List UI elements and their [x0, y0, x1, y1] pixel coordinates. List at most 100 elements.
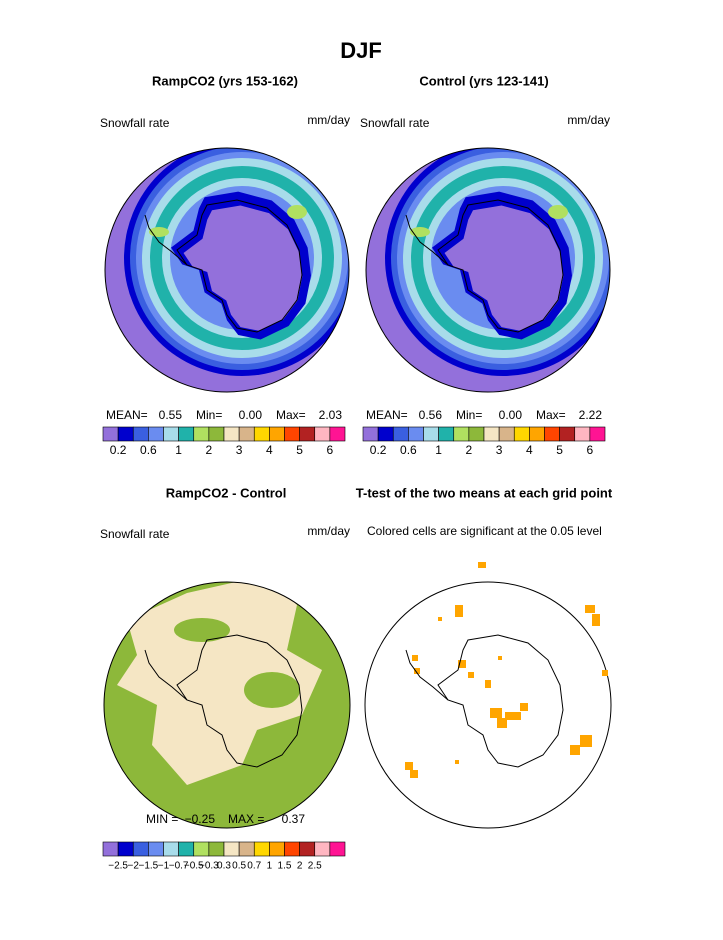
- colorbar-label: 1.5: [278, 861, 292, 872]
- colorbar-box: [529, 426, 545, 442]
- significant-cell: [455, 605, 463, 617]
- units-label: mm/day: [307, 113, 350, 127]
- significant-cell: [602, 670, 608, 676]
- colorbar-box: [178, 426, 195, 442]
- colorbar-box: [408, 426, 424, 442]
- panel-title: T-test of the two means at each grid poi…: [356, 485, 613, 500]
- colorbar-label: 1: [175, 443, 182, 457]
- stat-value: 0.37: [282, 812, 306, 826]
- field-band: [183, 205, 303, 331]
- stat-value: −0.25: [185, 812, 216, 826]
- colorbar-label: 4: [266, 443, 273, 457]
- significant-cell: [414, 668, 420, 674]
- colorbar-box: [468, 426, 485, 442]
- significant-cell: [478, 562, 486, 568]
- significant-cell: [585, 605, 595, 613]
- colorbar-box: [193, 426, 210, 442]
- colorbar-box: [102, 841, 119, 857]
- significant-cell: [485, 680, 491, 688]
- colorbar-box: [589, 426, 606, 442]
- colorbar-box: [329, 841, 346, 857]
- coastline: [144, 214, 188, 266]
- colorbar-box: [544, 426, 560, 442]
- maps: [103, 147, 612, 829]
- units-label: mm/day: [567, 113, 610, 127]
- colorbar-box: [223, 426, 240, 442]
- colorbar-box: [513, 426, 530, 442]
- colorbar-label: −1: [158, 861, 170, 872]
- colorbar-box: [117, 841, 134, 857]
- colorbar-box: [423, 426, 439, 442]
- colorbar-box: [148, 426, 164, 442]
- field-band: [174, 618, 230, 642]
- coastline: [176, 199, 303, 333]
- colorbar-label: 3: [236, 443, 243, 457]
- colorbar-label: 2.5: [308, 861, 322, 872]
- colorbar-box: [574, 426, 591, 442]
- panel-title: RampCO2 (yrs 153-162): [152, 73, 298, 88]
- field-label: Colored cells are significant at the 0.0…: [367, 524, 602, 538]
- stat-value: 2.03: [319, 408, 343, 422]
- colorbar-label: 0.2: [370, 443, 387, 457]
- colorbar-box: [163, 841, 179, 857]
- field-band: [244, 672, 300, 708]
- field-band: [287, 205, 307, 219]
- colorbar-box: [314, 426, 331, 442]
- colorbar-label: 0.5: [232, 861, 246, 872]
- coastline: [144, 649, 188, 701]
- polar-map: [105, 148, 349, 392]
- significant-cell: [455, 760, 459, 764]
- significant-cell: [458, 660, 466, 668]
- field-label: Snowfall rate: [100, 116, 170, 130]
- colorbar-label: 2: [206, 443, 213, 457]
- colorbar-label: 3: [496, 443, 503, 457]
- coastline: [405, 214, 449, 266]
- colorbar-label: −0.5: [184, 861, 204, 872]
- field-band: [444, 205, 564, 331]
- panel-title: RampCO2 - Control: [166, 485, 287, 500]
- stat-value: 0.00: [499, 408, 523, 422]
- colorbar-label: 2: [466, 443, 473, 457]
- significant-cell: [468, 672, 474, 678]
- colorbar-box: [132, 426, 149, 442]
- colorbar-box: [269, 426, 285, 442]
- colorbar-label: 5: [556, 443, 563, 457]
- coastline: [437, 199, 564, 333]
- colorbar-label: 5: [296, 443, 303, 457]
- colorbar-box: [483, 426, 500, 442]
- colorbar-label: −2.5: [108, 861, 128, 872]
- colorbar-box: [362, 426, 379, 442]
- stat-label: MEAN=: [106, 408, 148, 422]
- map-background: [364, 581, 612, 829]
- colorbar-box: [163, 426, 179, 442]
- colorbar-label: 6: [327, 443, 334, 457]
- colorbar-box: [178, 841, 195, 857]
- significant-cell: [520, 703, 528, 711]
- field-label: Snowfall rate: [360, 116, 430, 130]
- colorbar-box: [284, 426, 300, 442]
- colorbar-box: [223, 841, 240, 857]
- colorbar-box: [132, 841, 149, 857]
- colorbar-box: [193, 841, 210, 857]
- coastline: [437, 634, 564, 768]
- colorbar-box: [102, 426, 119, 442]
- colorbar-label: −2: [128, 861, 140, 872]
- colorbar-label: −1.5: [139, 861, 159, 872]
- stat-label: MIN =: [146, 812, 178, 826]
- colorbar-label: 0.2: [110, 443, 127, 457]
- significant-cell: [438, 617, 442, 621]
- colorbar-box: [392, 426, 409, 442]
- coastline: [405, 649, 449, 701]
- stat-label: Max=: [536, 408, 566, 422]
- colorbar-box: [238, 426, 255, 442]
- significant-cell: [505, 712, 521, 720]
- significant-cell: [498, 656, 502, 660]
- stat-label: Min=: [196, 408, 222, 422]
- significant-cell: [592, 614, 600, 626]
- colorbar-box: [377, 426, 394, 442]
- significant-cell: [412, 655, 418, 661]
- colorbar-label: 0.6: [140, 443, 157, 457]
- colorbar-label: 0.7: [247, 861, 261, 872]
- colorbar-label: 4: [526, 443, 533, 457]
- significant-cell: [580, 735, 592, 747]
